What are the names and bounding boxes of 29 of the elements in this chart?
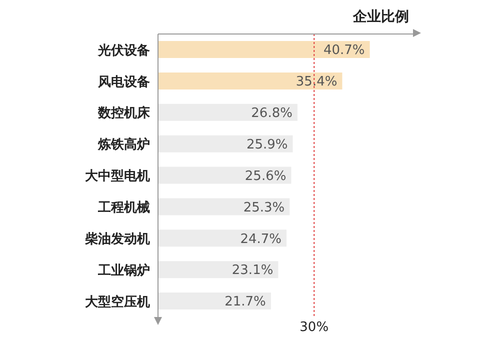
- bar: [158, 198, 290, 216]
- data-label: 25.9%: [246, 137, 288, 152]
- bar: [158, 292, 271, 310]
- data-label: 25.6%: [244, 168, 286, 184]
- bar: [158, 230, 287, 247]
- data-label: 24.7%: [240, 232, 282, 247]
- data-label: 35.4%: [296, 74, 338, 90]
- data-label: 21.7%: [224, 294, 266, 310]
- y-tick-label: 工业锅炉: [97, 262, 150, 278]
- bar: [158, 104, 298, 121]
- data-label: 23.1%: [232, 263, 274, 278]
- bar: [158, 72, 342, 90]
- y-tick-label: 炼铁高炉: [97, 136, 150, 153]
- y-tick-label: 数控机床: [97, 105, 151, 122]
- bar: [158, 261, 278, 278]
- y-tick-label: 工程机械: [97, 200, 150, 216]
- bar: [158, 41, 370, 58]
- data-label: 40.7%: [323, 43, 365, 58]
- y-tick-label: 大中型电机: [85, 169, 150, 184]
- data-label: 25.3%: [243, 200, 285, 216]
- y-tick-label: 大型空压机: [85, 294, 150, 310]
- x-axis-title: 企业比例: [353, 8, 409, 26]
- bar: [158, 135, 293, 152]
- y-tick-label: 柴油发动机: [84, 231, 150, 248]
- data-label: 26.8%: [251, 106, 292, 122]
- y-tick-label: 风电设备: [97, 74, 150, 90]
- bar: [158, 166, 292, 184]
- y-tick-label: 光伏设备: [97, 43, 150, 58]
- ref-line-label: 30%: [300, 320, 329, 336]
